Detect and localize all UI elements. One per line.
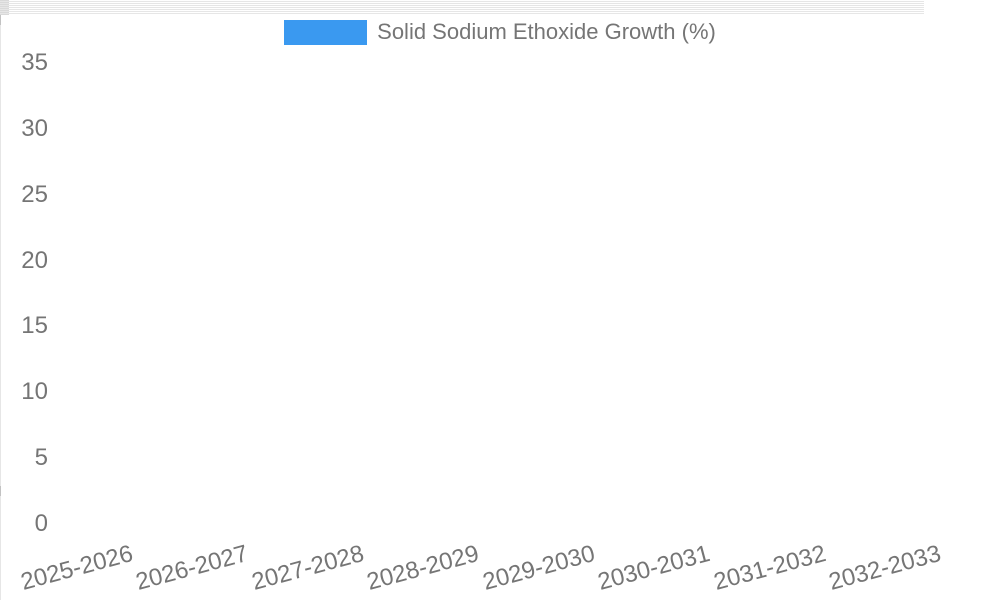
y-gridline xyxy=(0,11,924,12)
bar-value-label: 32 xyxy=(806,300,833,327)
y-axis-label: 0 xyxy=(34,510,48,537)
bar-value-label: 21 xyxy=(113,372,140,399)
x-axis-label: 2031-2032 xyxy=(710,540,829,596)
bar-value-label: 34 xyxy=(922,287,949,314)
y-axis-label: 25 xyxy=(21,180,48,208)
y-axis-label: 30 xyxy=(21,114,48,142)
x-tickmark xyxy=(0,15,1,25)
y-tickmark xyxy=(0,6,9,7)
y-tickmark xyxy=(0,2,9,3)
y-axis-label: 20 xyxy=(21,246,48,274)
x-tickmark xyxy=(0,486,1,496)
bar-value-label: 26 xyxy=(460,339,487,366)
y-tickmark xyxy=(0,0,9,1)
x-axis-label: 2032-2033 xyxy=(826,540,945,596)
y-gridline xyxy=(0,7,924,8)
y-tickmark xyxy=(0,8,9,9)
x-axis-label: 2030-2031 xyxy=(595,540,714,596)
legend-swatch[interactable] xyxy=(284,19,368,45)
x-axis-label: 2025-2026 xyxy=(17,540,136,596)
bar-value-label: 24 xyxy=(344,352,371,379)
bar-value-label: 23 xyxy=(229,359,256,386)
y-axis-label: 10 xyxy=(21,378,48,406)
x-axis-label: 2026-2027 xyxy=(133,540,252,596)
y-gridline xyxy=(0,13,924,14)
y-gridline xyxy=(0,5,924,6)
y-axis-label: 35 xyxy=(21,49,48,76)
y-gridline xyxy=(0,3,924,4)
y-gridline xyxy=(0,9,924,10)
y-tickmark xyxy=(0,4,9,5)
y-tickmark xyxy=(0,14,9,15)
bar-value-label: 28 xyxy=(575,326,602,353)
x-gridline xyxy=(0,25,1,486)
x-gridline xyxy=(0,496,1,600)
y-tickmark xyxy=(0,10,9,11)
y-gridline xyxy=(0,1,924,2)
y-axis-label: 5 xyxy=(34,444,48,472)
legend-label[interactable]: Solid Sodium Ethoxide Growth (%) xyxy=(377,19,716,44)
x-axis-label: 2028-2029 xyxy=(364,540,483,596)
x-axis-label: 2029-2030 xyxy=(479,540,598,596)
y-tickmark xyxy=(0,12,9,13)
bar-value-label: 30 xyxy=(691,313,718,340)
x-axis-label: 2027-2028 xyxy=(248,540,367,596)
y-axis-label: 15 xyxy=(21,312,48,340)
legend[interactable]: Solid Sodium Ethoxide Growth (%) xyxy=(0,19,1000,45)
